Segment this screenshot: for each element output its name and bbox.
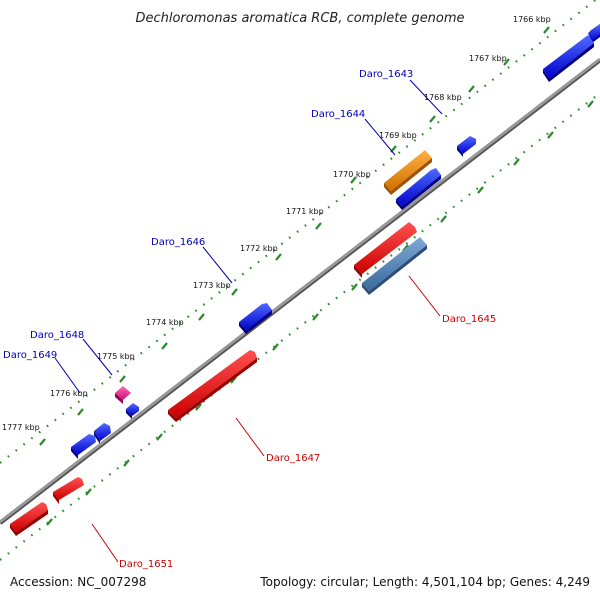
gene-label-daro-1651[interactable]: Daro_1651	[119, 559, 173, 570]
gene-label-daro-1649[interactable]: Daro_1649	[3, 350, 57, 361]
gene-label-daro-1645[interactable]: Daro_1645	[442, 314, 496, 325]
leader-line-1644	[364, 118, 396, 156]
gene-orange[interactable]	[384, 150, 432, 195]
kbp-label-1776: 1776 kbp	[50, 389, 88, 398]
genome-backbone	[0, 58, 600, 523]
gene-daro-1648[interactable]	[126, 403, 139, 419]
gene-daro-1646[interactable]	[239, 303, 272, 334]
gene-label-daro-1646[interactable]: Daro_1646	[151, 237, 205, 248]
gene-daro-1645-steel[interactable]	[362, 237, 427, 295]
kbp-label-1772: 1772 kbp	[240, 244, 278, 253]
gene-daro-1648-pink[interactable]	[115, 386, 131, 404]
gene-label-daro-1644[interactable]: Daro_1644	[311, 109, 365, 120]
map-title: Dechloromonas aromatica RCB, complete ge…	[135, 11, 464, 26]
gene-daro-1647[interactable]	[168, 350, 257, 422]
kbp-label-1771: 1771 kbp	[286, 207, 324, 216]
gene-daro-1649-b[interactable]	[94, 423, 111, 444]
gene-block[interactable]	[588, 24, 600, 43]
gene-daro-1649-a[interactable]	[71, 434, 96, 459]
gene-daro-1643[interactable]	[457, 136, 476, 157]
inner-major-ticks	[46, 100, 594, 526]
gene-daro-1651-b[interactable]	[10, 502, 48, 536]
kbp-label-1777: 1777 kbp	[2, 423, 40, 432]
leader-line-1643	[409, 79, 443, 115]
leader-line-1646	[202, 246, 233, 284]
leader-line-1645	[408, 275, 441, 317]
leader-line-1651	[91, 523, 119, 563]
gene-daro-1644[interactable]	[396, 168, 441, 210]
gene-label-daro-1647[interactable]: Daro_1647	[266, 453, 320, 464]
kbp-label-1766: 1766 kbp	[513, 15, 551, 24]
outer-ruler-dots	[0, 0, 598, 464]
gene-label-daro-1648[interactable]: Daro_1648	[30, 330, 84, 341]
outer-major-ticks	[39, 26, 550, 446]
kbp-label-1769: 1769 kbp	[379, 131, 417, 140]
kbp-label-1767: 1767 kbp	[469, 54, 507, 63]
kbp-label-1768: 1768 kbp	[424, 93, 462, 102]
leader-line-1647	[235, 417, 265, 457]
leader-line-1648	[82, 338, 113, 376]
kbp-label-1774: 1774 kbp	[146, 318, 184, 327]
kbp-label-1770: 1770 kbp	[333, 170, 371, 179]
gene-daro-1651-a[interactable]	[53, 477, 84, 504]
genome-summary-text: Topology: circular; Length: 4,501,104 bp…	[259, 575, 590, 589]
kbp-label-1773: 1773 kbp	[193, 281, 231, 290]
leader-line-1649	[54, 357, 81, 394]
ruler-labels: 1766 kbp 1767 kbp 1768 kbp 1769 kbp 1770…	[2, 15, 551, 432]
gene-daro-1645-red[interactable]	[354, 222, 417, 278]
inner-ruler-dots	[0, 92, 600, 561]
gene-block[interactable]	[543, 35, 594, 82]
gene-label-daro-1643[interactable]: Daro_1643	[359, 69, 413, 80]
accession-text: Accession: NC_007298	[10, 575, 146, 589]
kbp-label-1775: 1775 kbp	[97, 352, 135, 361]
